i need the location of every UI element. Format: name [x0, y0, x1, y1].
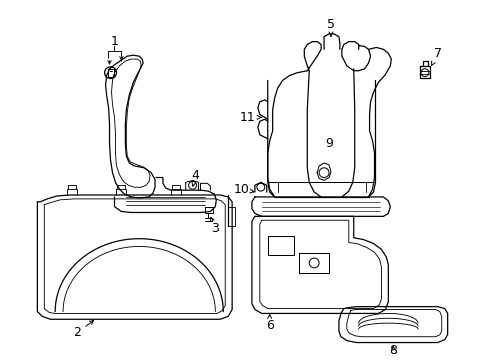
- Text: 3: 3: [210, 217, 219, 234]
- Text: 9: 9: [325, 137, 332, 150]
- Text: 2: 2: [73, 320, 93, 339]
- Text: 8: 8: [388, 344, 396, 357]
- Text: 6: 6: [265, 315, 273, 332]
- Text: 11: 11: [240, 111, 261, 124]
- Text: 10: 10: [234, 183, 253, 196]
- Text: 5: 5: [326, 18, 334, 36]
- Text: 1: 1: [110, 35, 118, 48]
- Text: 7: 7: [431, 47, 441, 66]
- Text: 4: 4: [191, 169, 199, 186]
